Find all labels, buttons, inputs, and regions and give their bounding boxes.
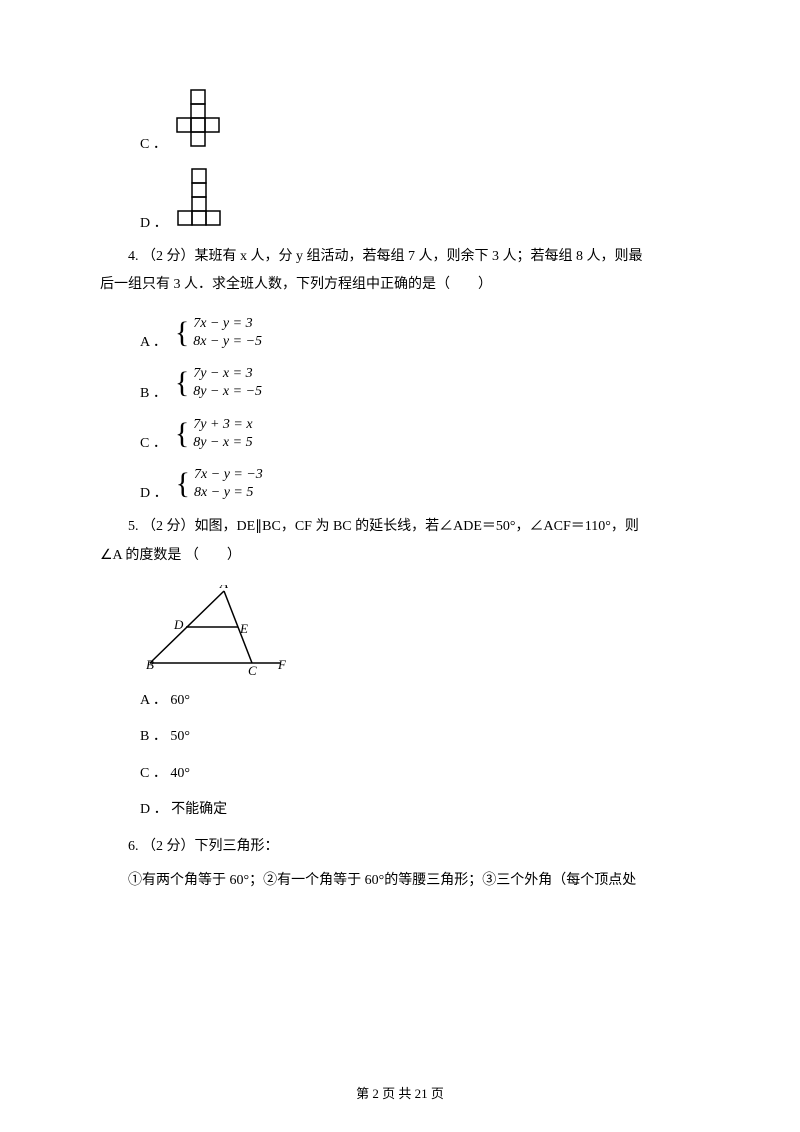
equation-system-icon: { 7y + 3 = x 8y − x = 5 [175,416,253,452]
equation-system-icon: { 7y − x = 3 8y − x = −5 [175,365,262,401]
q3-option-d: D ． [140,167,700,232]
svg-text:E: E [239,621,248,636]
equation-line: 7y + 3 = x [193,416,252,434]
option-value: 不能确定 [171,802,227,817]
q4-option-d: D ． { 7x − y = −3 8x − y = 5 [140,466,700,502]
q5-prompt-line2: ∠A 的度数是 （ ） [100,545,700,567]
q5-option-d: D ． 不能确定 [140,799,700,821]
equation-system-icon: { 7x − y = 3 8x − y = −5 [175,315,262,351]
q4-option-b: B ． { 7y − x = 3 8y − x = −5 [140,365,700,401]
triangle-figure-icon: A B C D E F [140,585,700,682]
option-label: A ． [140,331,167,351]
option-label: B ． [140,382,167,402]
equation-line: 7x − y = −3 [194,466,263,484]
svg-text:F: F [277,657,287,672]
option-label: B ． [140,729,167,744]
option-label: C ． [140,133,167,153]
option-value: 40° [170,766,190,781]
q5-option-c: C ． 40° [140,763,700,785]
cube-net-icon [175,88,221,153]
q4-prompt-line2: 后一组只有 3 人．求全班人数，下列方程组中正确的是（ ） [100,274,700,296]
equation-line: 8y − x = −5 [193,383,262,401]
svg-text:B: B [146,657,154,672]
q5-option-b: B ． 50° [140,726,700,748]
option-label: D ． [140,212,168,232]
equation-line: 7y − x = 3 [193,365,262,383]
option-label: C ． [140,766,167,781]
page: C ． D ． [0,0,800,1132]
option-label: D ． [140,482,168,502]
svg-text:A: A [219,585,228,591]
equation-line: 8y − x = 5 [193,434,252,452]
svg-text:C: C [248,663,257,677]
q6-prompt: 6. （2 分）下列三角形： [100,836,700,858]
svg-text:D: D [173,617,184,632]
option-label: D ． [140,802,168,817]
q5-option-a: A ． 60° [140,690,700,712]
page-footer: 第 2 页 共 21 页 [0,1083,800,1102]
q3-option-c: C ． [140,88,700,153]
q4-prompt-line1: 4. （2 分）某班有 x 人，分 y 组活动，若每组 7 人，则余下 3 人；… [100,246,700,268]
q6-line2: ①有两个角等于 60°；②有一个角等于 60°的等腰三角形；③三个外角（每个顶点… [100,870,700,892]
option-value: 50° [170,729,190,744]
cube-net-icon [176,167,222,232]
option-label: A ． [140,693,167,708]
option-label: C ． [140,432,167,452]
q4-option-c: C ． { 7y + 3 = x 8y − x = 5 [140,416,700,452]
equation-line: 8x − y = −5 [193,333,262,351]
equation-line: 7x − y = 3 [193,315,262,333]
equation-system-icon: { 7x − y = −3 8x − y = 5 [176,466,263,502]
option-value: 60° [170,693,190,708]
q5-prompt-line1: 5. （2 分）如图，DE∥BC，CF 为 BC 的延长线，若∠ADE＝50°，… [100,516,700,538]
q4-option-a: A ． { 7x − y = 3 8x − y = −5 [140,315,700,351]
equation-line: 8x − y = 5 [194,484,263,502]
